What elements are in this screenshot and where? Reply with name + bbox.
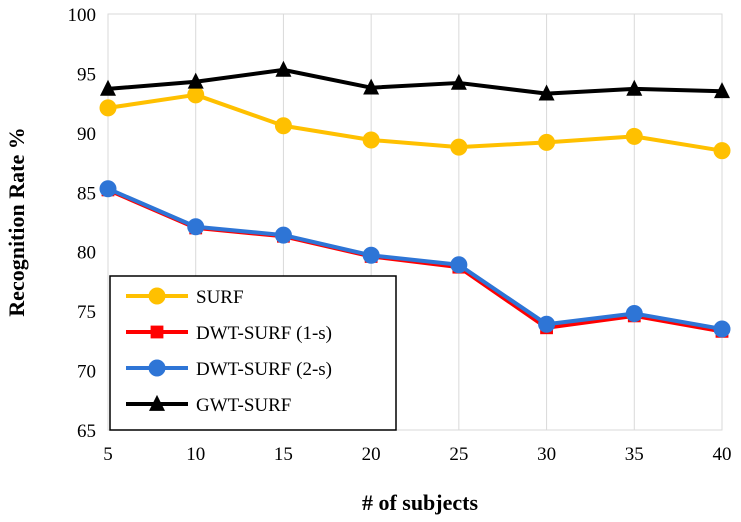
series-0 (99, 86, 731, 160)
y-tick-label: 75 (77, 302, 96, 323)
legend: SURF DWT-SURF (1-s) DWT-SURF (2-s) GWT-SURF (109, 275, 397, 431)
data-point (625, 127, 643, 145)
data-point (450, 138, 468, 156)
data-point (362, 131, 380, 149)
x-tick-label: 5 (103, 444, 113, 465)
x-tick-label: 25 (449, 444, 468, 465)
legend-swatch-marker (148, 359, 166, 377)
x-tick-label: 35 (625, 444, 644, 465)
y-tick-label: 80 (77, 243, 96, 264)
legend-swatch-marker (150, 325, 164, 339)
y-tick-label: 95 (77, 64, 96, 85)
legend-label: DWT-SURF (1-s) (196, 323, 332, 344)
data-point (538, 133, 556, 151)
plot-border (107, 13, 723, 431)
series (99, 60, 731, 338)
y-tick-label: 70 (77, 362, 96, 383)
axes: 65 70 75 80 85 90 95 100 5 10 15 20 25 30 35 40 (68, 5, 732, 465)
x-tick-label: 15 (274, 444, 293, 465)
legend-label: DWT-SURF (2-s) (196, 359, 332, 380)
series-line (107, 67, 723, 96)
data-point (714, 82, 730, 99)
data-point (362, 246, 380, 264)
legend-item: GWT-SURF (126, 394, 291, 416)
data-point (99, 99, 117, 117)
legend-label: SURF (196, 287, 244, 308)
y-tick-label: 65 (77, 421, 96, 442)
legend-item: SURF (126, 287, 244, 308)
y-tick-label: 90 (77, 124, 96, 145)
series-line (107, 92, 723, 153)
data-point (187, 86, 205, 104)
data-point (275, 60, 292, 77)
y-tick-label: 100 (68, 5, 97, 26)
series-2 (99, 180, 731, 338)
data-point (274, 117, 292, 135)
legend-label: GWT-SURF (196, 395, 291, 416)
data-point (713, 142, 731, 160)
data-point (187, 218, 205, 236)
y-axis-title: Recognition Rate % (4, 127, 29, 316)
x-tick-label: 20 (362, 444, 381, 465)
data-point (450, 73, 467, 90)
x-tick-label: 30 (537, 444, 556, 465)
x-tick-label: 40 (713, 444, 732, 465)
legend-swatch-marker (148, 287, 166, 305)
legend-item: DWT-SURF (2-s) (126, 359, 332, 380)
x-axis-title: # of subjects (362, 490, 479, 515)
y-tick-label: 85 (77, 183, 96, 204)
data-point (713, 320, 731, 338)
data-point (187, 72, 204, 89)
data-point (363, 78, 380, 95)
data-point (100, 79, 116, 96)
legend-swatch-marker (149, 394, 165, 411)
series-3 (100, 60, 730, 101)
data-point (625, 305, 643, 323)
data-point (99, 180, 117, 198)
data-point (538, 315, 556, 333)
series-line (107, 186, 723, 331)
data-point (274, 226, 292, 244)
x-tick-label: 10 (186, 444, 205, 465)
legend-item: DWT-SURF (1-s) (126, 323, 332, 344)
data-point (626, 79, 643, 96)
data-point (450, 256, 468, 274)
data-point (538, 84, 555, 101)
